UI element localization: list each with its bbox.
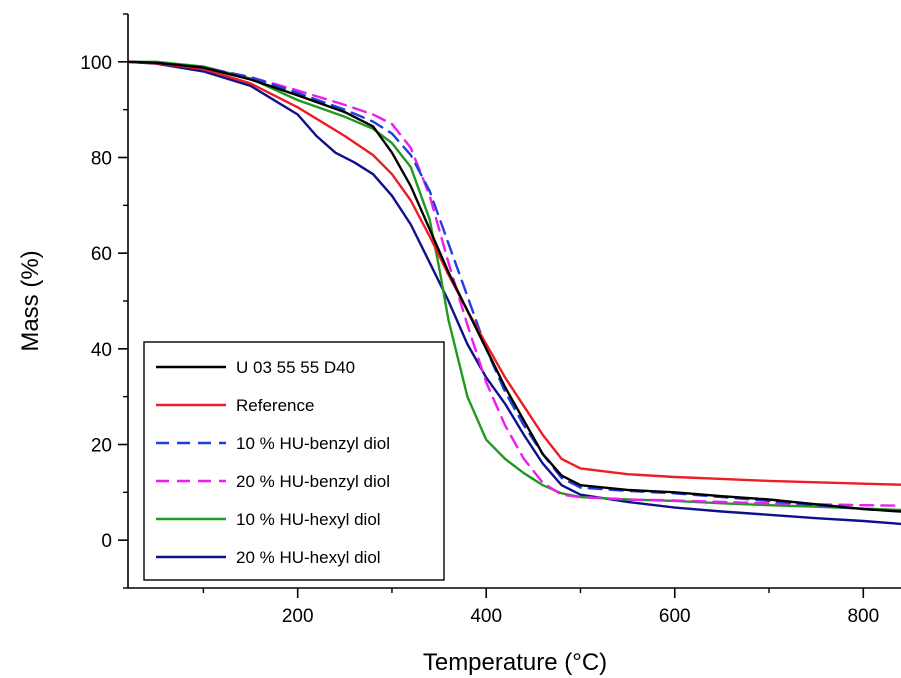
y-tick-label: 60 [91, 244, 112, 265]
legend-label: 20 % HU-benzyl diol [236, 472, 390, 491]
x-tick-label: 800 [847, 606, 879, 627]
y-tick-label: 100 [80, 53, 112, 74]
legend: U 03 55 55 D40 Reference 10 % HU-benzyl di… [143, 341, 445, 581]
series-line-1 [126, 60, 901, 513]
legend-label: Reference [236, 396, 314, 415]
series-lines [126, 60, 901, 526]
series-line-6 [126, 60, 901, 526]
x-tick-label: 400 [470, 606, 502, 627]
legend-box [143, 341, 445, 581]
y-tick-label: 20 [91, 436, 112, 457]
legend-label: U 03 55 55 D40 [236, 358, 355, 377]
axes: 0 20 40 60 80 100 200 400 600 800 [80, 13, 901, 627]
series-line-4 [126, 60, 901, 507]
y-axis-title: Mass (%) [17, 250, 44, 351]
series-line-5 [126, 60, 901, 512]
x-tick-label: 600 [659, 606, 691, 627]
y-tick-label: 80 [91, 149, 112, 170]
x-axis-title: Temperature (°C) [423, 649, 607, 676]
legend-label: 10 % HU-hexyl diol [236, 510, 381, 529]
y-tick-label: 0 [101, 531, 112, 552]
x-tick-label: 200 [282, 606, 314, 627]
legend-label: 10 % HU-benzyl diol [236, 434, 390, 453]
series-line-2 [126, 60, 901, 486]
y-tick-label: 40 [91, 340, 112, 361]
legend-label: 20 % HU-hexyl diol [236, 548, 381, 567]
